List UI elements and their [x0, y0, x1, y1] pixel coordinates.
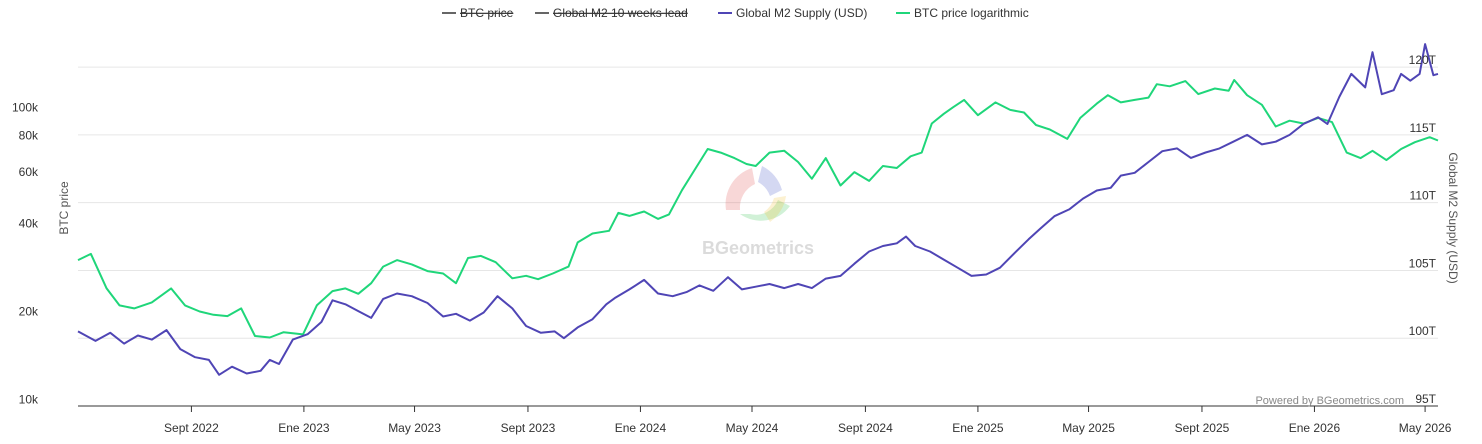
y-right-tick-label: 120T	[1409, 53, 1437, 67]
y-axis-left-title: BTC price	[57, 181, 71, 235]
legend-item[interactable]: BTC price logarithmic	[896, 6, 1029, 20]
x-tick-label: Ene 2024	[615, 421, 667, 435]
x-tick-label: Sept 2024	[838, 421, 893, 435]
watermark: BGeometrics	[702, 166, 814, 258]
y-left-tick-label: 10k	[19, 392, 39, 406]
x-tick-label: May 2025	[1062, 421, 1115, 435]
x-tick-label: May 2026	[1399, 421, 1452, 435]
y-right-tick-label: 100T	[1409, 324, 1437, 338]
watermark-logo-green	[740, 200, 790, 221]
y-right-tick-label: 105T	[1409, 256, 1437, 270]
y-right-tick-label: 95T	[1415, 392, 1436, 406]
watermark-logo-blue	[758, 166, 782, 196]
y-right-tick-label: 115T	[1410, 121, 1437, 135]
x-tick-label: Sept 2022	[164, 421, 219, 435]
series-layer	[77, 43, 1439, 376]
x-tick-label: Ene 2026	[1289, 421, 1341, 435]
series-line-global-m2-supply-usd[interactable]	[77, 43, 1439, 376]
legend-label: BTC price logarithmic	[914, 6, 1029, 20]
legend-label: BTC price	[460, 6, 514, 20]
y-axis-right-title: Global M2 Supply (USD)	[1446, 152, 1460, 283]
x-tick-label: May 2024	[726, 421, 779, 435]
y-left-tick-label: 100k	[12, 100, 39, 114]
y-axis-left: 10k 20k 40k 60k 80k 100k	[12, 100, 39, 406]
legend: BTC price Global M2 10 weeks lead Global M…	[442, 6, 1029, 20]
y-left-tick-label: 60k	[19, 165, 39, 179]
y-right-tick-label: 110T	[1410, 189, 1437, 203]
legend-label: Global M2 10 weeks lead	[553, 6, 688, 20]
watermark-logo-yellow	[764, 196, 786, 222]
x-tick-label: Sept 2025	[1175, 421, 1230, 435]
legend-item[interactable]: Global M2 10 weeks lead	[535, 6, 688, 20]
legend-label: Global M2 Supply (USD)	[736, 6, 867, 20]
gridlines	[78, 66, 1438, 407]
x-tick-label: May 2023	[388, 421, 441, 435]
powered-by-credit[interactable]: Powered by BGeometrics.com	[1255, 395, 1404, 407]
y-left-tick-label: 20k	[19, 305, 39, 319]
legend-item[interactable]: Global M2 Supply (USD)	[718, 6, 867, 20]
watermark-text: BGeometrics	[702, 238, 814, 258]
x-tick-label: Ene 2023	[278, 421, 330, 435]
x-tick-label: Ene 2025	[952, 421, 1004, 435]
series-line-btc-price-logarithmic[interactable]	[77, 79, 1439, 339]
x-tick-label: Sept 2023	[501, 421, 556, 435]
watermark-logo-red	[725, 168, 755, 210]
legend-item[interactable]: BTC price	[442, 6, 514, 20]
y-axis-right: 95T 100T 105T 110T 115T 120T	[1409, 53, 1437, 406]
y-left-tick-label: 80k	[19, 129, 39, 143]
x-axis: Sept 2022 Ene 2023 May 2023 Sept 2023 Ene 20…	[78, 405, 1452, 435]
y-left-tick-label: 40k	[19, 217, 39, 231]
